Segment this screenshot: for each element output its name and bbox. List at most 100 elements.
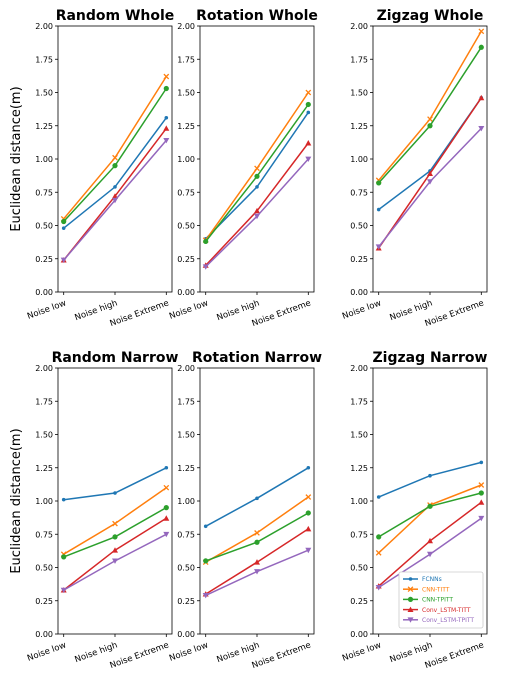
y-tick-label: 1.50 (177, 89, 195, 98)
series (375, 515, 485, 591)
legend-label: Conv_LSTM-TPITT (422, 617, 474, 624)
data-point (254, 213, 260, 220)
series-line (378, 97, 482, 211)
series-line (205, 496, 309, 563)
series (61, 505, 169, 560)
data-point (376, 207, 381, 212)
y-tick-label: 0.00 (177, 288, 195, 297)
plot-frame (372, 367, 488, 635)
legend-label: CNN-TPITT (422, 597, 453, 604)
y-tick-label: 0.25 (350, 597, 368, 606)
data-point (305, 510, 311, 516)
chart-title: Random Whole (56, 8, 175, 24)
plot-frame (372, 25, 488, 293)
y-tick-label: 1.25 (177, 122, 195, 131)
series (60, 484, 170, 558)
y-tick-label: 0.25 (177, 255, 195, 264)
series-line (378, 461, 482, 498)
data-point (306, 110, 311, 115)
data-point (478, 126, 485, 132)
series (202, 547, 312, 599)
x-tick-label: Noise low (341, 298, 383, 321)
data-point (255, 185, 259, 189)
plot-frame (57, 367, 173, 635)
y-tick-label: 2.00 (177, 22, 195, 31)
chart-panel: Random Narrow 0.00 0.25 0.50 0.75 1.00 1.25 1.5… (9, 350, 178, 671)
y-tick-label: 1.75 (35, 397, 53, 406)
legend-marker (407, 606, 414, 612)
data-point (427, 179, 433, 185)
data-point (375, 244, 382, 250)
series (375, 94, 485, 251)
series (375, 126, 485, 250)
data-point (164, 465, 169, 470)
y-tick-label: 1.00 (177, 155, 195, 164)
series (61, 465, 169, 502)
legend-marker (408, 577, 413, 581)
series (203, 101, 311, 245)
y-tick-label: 0.25 (35, 255, 53, 264)
y-tick-label: 1.25 (177, 464, 195, 473)
plot-frame (57, 25, 173, 293)
y-tick-label: 1.25 (35, 122, 53, 131)
y-tick-label: 0.25 (35, 597, 53, 606)
series (202, 525, 312, 597)
y-tick-label: 1.50 (350, 431, 368, 440)
y-tick-label: 1.75 (35, 55, 53, 64)
y-tick-label: 2.00 (35, 22, 53, 31)
x-tick-label: Noise Extreme (251, 640, 313, 671)
chart-panel: Rotation Whole 0.00 0.25 0.50 0.75 1.00 1.25 1.… (168, 8, 318, 329)
series-line (378, 492, 482, 538)
data-point (163, 531, 170, 538)
y-tick-label: 1.25 (35, 464, 53, 473)
data-point (478, 490, 484, 496)
y-axis-label: Euclidean distance(m) (9, 86, 24, 231)
data-point (61, 218, 67, 225)
y-tick-label: 0.50 (177, 564, 195, 573)
data-point (305, 547, 312, 554)
data-point (163, 85, 169, 92)
data-point (375, 550, 382, 556)
data-point (112, 193, 118, 199)
y-tick-label: 2.00 (350, 22, 368, 31)
series (376, 490, 484, 540)
x-tick-label: Noise Extreme (109, 298, 171, 329)
data-point (254, 173, 260, 179)
data-point (60, 587, 67, 594)
y-tick-label: 0.25 (350, 255, 368, 264)
series-line (205, 142, 309, 266)
data-point (163, 515, 170, 521)
chart-panel: Rotation Narrow 0.00 0.25 0.50 0.75 1.00 1.25 1… (168, 350, 322, 671)
series (376, 460, 484, 499)
data-point (60, 257, 67, 264)
series (61, 85, 169, 225)
data-point (428, 473, 432, 478)
plot-frame (199, 367, 315, 635)
y-tick-label: 0.00 (35, 630, 53, 639)
series-line (63, 117, 167, 229)
chart-title: Random Narrow (52, 350, 179, 366)
data-point (478, 94, 485, 101)
data-point (163, 125, 170, 131)
y-tick-label: 0.00 (177, 630, 195, 639)
legend-marker (407, 596, 414, 603)
data-point (61, 554, 67, 560)
chart-panel: Zigzag Narrow 0.00 0.25 0.50 0.75 1.00 1.25 1.5… (341, 350, 488, 671)
data-point (478, 28, 485, 35)
data-point (478, 515, 485, 522)
data-point (478, 482, 485, 488)
y-axis-label: Euclidean distance(m) (9, 428, 24, 573)
series-line (63, 517, 167, 591)
data-point (61, 226, 66, 230)
x-tick-label: Noise low (168, 640, 210, 663)
series (60, 531, 170, 594)
y-tick-label: 0.75 (177, 530, 195, 539)
data-point (305, 89, 312, 96)
data-point (163, 73, 170, 80)
series (203, 465, 311, 529)
data-point (254, 165, 260, 172)
data-point (479, 460, 484, 465)
data-point (113, 491, 117, 495)
data-point (305, 140, 312, 146)
series (60, 515, 170, 593)
